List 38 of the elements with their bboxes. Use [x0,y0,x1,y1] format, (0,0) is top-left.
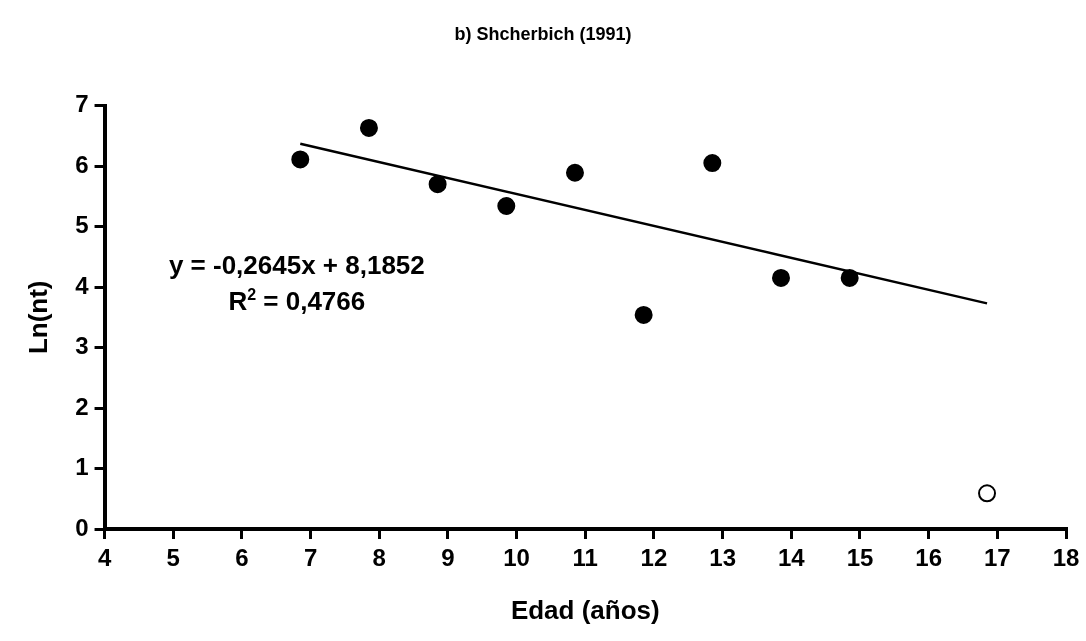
x-axis-title: Edad (años) [510,594,660,625]
x-tick-label: 7 [303,544,318,572]
y-axis-title: Ln(nt) [22,280,53,355]
x-tick-label: 16 [915,544,942,572]
y-tick-label: 7 [75,90,89,118]
x-tick-label: 15 [846,544,874,572]
point [359,118,378,137]
x-tick-label: 12 [640,544,668,572]
y-tick-label: 2 [75,392,89,420]
chart-title: b) Shcherbich (1991) [454,23,632,44]
x-tick-label: 8 [372,544,386,572]
y-tick-label: 1 [75,453,89,481]
point [840,268,859,287]
x-tick-label: 5 [166,544,180,572]
x-tick-label: 4 [97,544,112,572]
point [703,154,722,173]
y-tick-label: 5 [75,211,89,239]
x-tick-label: 10 [503,544,530,572]
x-tick-label: 18 [1052,544,1080,572]
y-tick-label: 3 [75,332,89,360]
x-tick-label: 17 [983,544,1011,572]
y-tick-label: 4 [75,271,90,299]
x-tick-label: 6 [235,544,249,572]
point [428,175,447,194]
point [978,484,997,503]
y-tick-label: 6 [75,150,89,178]
annotation: y = -0,2645x + 8,1852 [168,250,425,282]
point [634,305,653,324]
x-tick-label: 14 [777,544,806,572]
point [565,163,584,182]
x-tick-label: 13 [709,544,736,572]
x-tick-label: 11 [572,544,598,572]
point [291,150,310,169]
x-tick-label: 9 [441,544,455,572]
y-tick-label: 0 [75,513,89,541]
point [772,268,790,287]
annotation: R$^{2}$ = 0,4766 [228,286,366,318]
point [497,197,516,216]
